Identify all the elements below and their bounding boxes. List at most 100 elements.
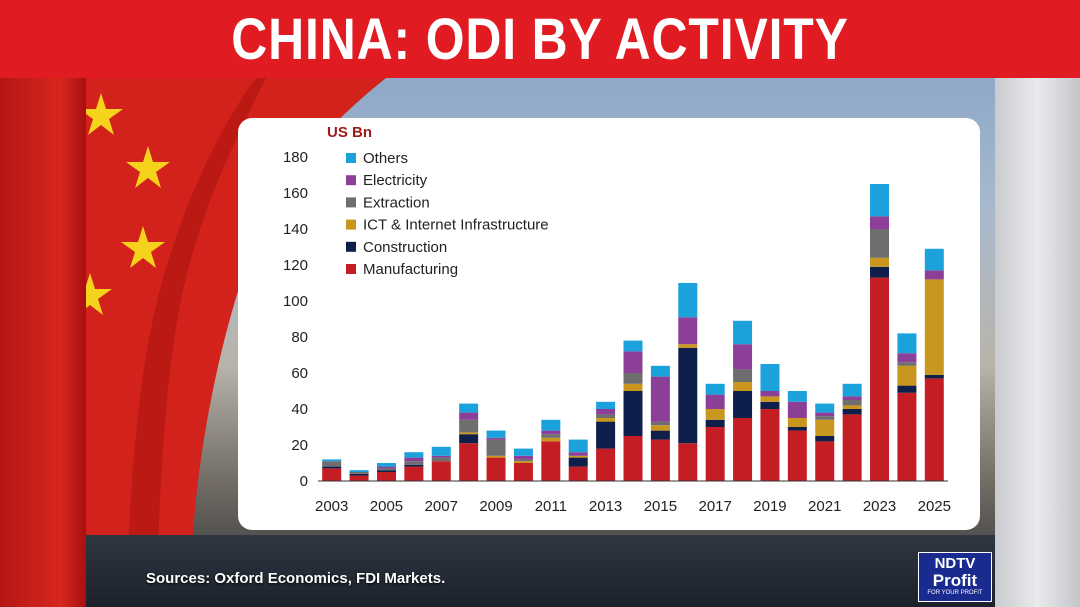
flag-star-icon	[86, 273, 112, 315]
x-tick-label: 2013	[589, 498, 622, 515]
bar-ict-internet-infrastructure-2019	[760, 396, 780, 402]
bar-extraction-2004	[349, 472, 369, 474]
x-tick-label: 2007	[425, 498, 458, 515]
bar-extraction-2013	[596, 414, 616, 418]
bar-electricity-2010	[513, 455, 533, 460]
bar-manufacturing-2012	[568, 466, 588, 481]
bar-manufacturing-2019	[760, 409, 780, 481]
bar-extraction-2006	[404, 461, 424, 465]
bar-extraction-2015	[650, 421, 670, 426]
bar-ict-internet-infrastructure-2025	[924, 279, 944, 375]
bar-manufacturing-2020	[787, 430, 807, 481]
x-tick-label: 2019	[753, 498, 786, 515]
bar-ict-internet-infrastructure-2008	[459, 432, 479, 435]
flag-star-icon	[86, 93, 123, 135]
x-tick-label: 2009	[479, 498, 512, 515]
bar-manufacturing-2017	[705, 427, 725, 481]
x-tick-label: 2015	[644, 498, 677, 515]
bar-construction-2023	[870, 266, 890, 278]
y-tick-label: 20	[291, 437, 308, 454]
bar-others-2024	[897, 333, 917, 354]
bar-manufacturing-2018	[733, 418, 753, 481]
right-side-panel	[995, 0, 1080, 607]
bar-extraction-2021	[815, 416, 835, 420]
bar-construction-2020	[787, 427, 807, 431]
y-tick-label: 120	[283, 257, 308, 274]
x-tick-label: 2003	[315, 498, 348, 515]
bar-manufacturing-2024	[897, 392, 917, 481]
bar-others-2009	[486, 430, 506, 438]
legend-label: ICT & Internet Infrastructure	[363, 217, 549, 234]
bar-others-2011	[541, 419, 561, 431]
bar-ict-internet-infrastructure-2012	[568, 455, 588, 458]
bar-others-2003	[322, 459, 342, 462]
x-tick-label: 2021	[808, 498, 841, 515]
bar-construction-2022	[842, 409, 862, 415]
bar-electricity-2013	[596, 409, 616, 415]
legend-swatch	[346, 241, 356, 252]
bar-electricity-2007	[431, 455, 451, 458]
bar-ict-internet-infrastructure-2022	[842, 405, 862, 409]
bar-others-2015	[650, 365, 670, 377]
flag-star-icon	[126, 146, 170, 188]
bar-manufacturing-2003	[322, 468, 342, 481]
bar-construction-2021	[815, 436, 835, 442]
bar-construction-2012	[568, 457, 588, 467]
bar-others-2021	[815, 403, 835, 413]
y-tick-label: 140	[283, 221, 308, 238]
bar-construction-2013	[596, 421, 616, 449]
bar-others-2022	[842, 383, 862, 397]
river-water	[86, 535, 995, 607]
bar-ict-internet-infrastructure-2021	[815, 419, 835, 436]
bar-construction-2015	[650, 430, 670, 440]
bar-others-2018	[733, 320, 753, 345]
y-tick-label: 180	[283, 149, 308, 166]
bar-electricity-2014	[623, 351, 643, 373]
y-tick-label: 0	[300, 473, 308, 490]
bar-construction-2018	[733, 391, 753, 418]
bar-ict-internet-infrastructure-2018	[733, 382, 753, 391]
bar-ict-internet-infrastructure-2009	[486, 455, 506, 458]
bar-extraction-2018	[733, 369, 753, 382]
bar-others-2013	[596, 401, 616, 409]
bar-manufacturing-2013	[596, 448, 616, 481]
bar-extraction-2011	[541, 434, 561, 438]
bar-electricity-2020	[787, 401, 807, 418]
bar-others-2019	[760, 364, 780, 391]
bar-others-2014	[623, 340, 643, 352]
bar-extraction-2003	[322, 461, 342, 467]
bar-manufacturing-2015	[650, 439, 670, 481]
bar-ict-internet-infrastructure-2015	[650, 425, 670, 431]
bar-electricity-2016	[678, 317, 698, 345]
bar-manufacturing-2009	[486, 457, 506, 481]
bar-ict-internet-infrastructure-2010	[513, 461, 533, 463]
x-tick-label: 2005	[370, 498, 403, 515]
bar-manufacturing-2006	[404, 466, 424, 481]
bar-construction-2004	[349, 473, 369, 476]
bar-extraction-2023	[870, 229, 890, 258]
bar-construction-2025	[924, 374, 944, 379]
page-title: CHINA: ODI BY ACTIVITY	[231, 6, 849, 72]
legend-label: Manufacturing	[363, 261, 458, 278]
bar-manufacturing-2010	[513, 463, 533, 481]
bar-electricity-2006	[404, 457, 424, 462]
bar-extraction-2022	[842, 400, 862, 406]
y-tick-label: 160	[283, 185, 308, 202]
bar-manufacturing-2005	[376, 472, 396, 481]
bar-ict-internet-infrastructure-2017	[705, 409, 725, 420]
bar-construction-2005	[376, 470, 396, 472]
bar-construction-2017	[705, 419, 725, 427]
bar-construction-2003	[322, 466, 342, 469]
legend-label: Extraction	[363, 194, 430, 211]
bar-ict-internet-infrastructure-2020	[787, 418, 807, 427]
legend-swatch	[346, 175, 356, 186]
source-note: Sources: Oxford Economics, FDI Markets.	[146, 570, 446, 587]
y-tick-label: 80	[291, 329, 308, 346]
bar-electricity-2024	[897, 353, 917, 363]
bar-others-2017	[705, 383, 725, 395]
bar-construction-2008	[459, 434, 479, 444]
legend-label: Construction	[363, 239, 447, 256]
bar-manufacturing-2014	[623, 436, 643, 481]
bar-electricity-2021	[815, 412, 835, 417]
bar-extraction-2014	[623, 373, 643, 384]
